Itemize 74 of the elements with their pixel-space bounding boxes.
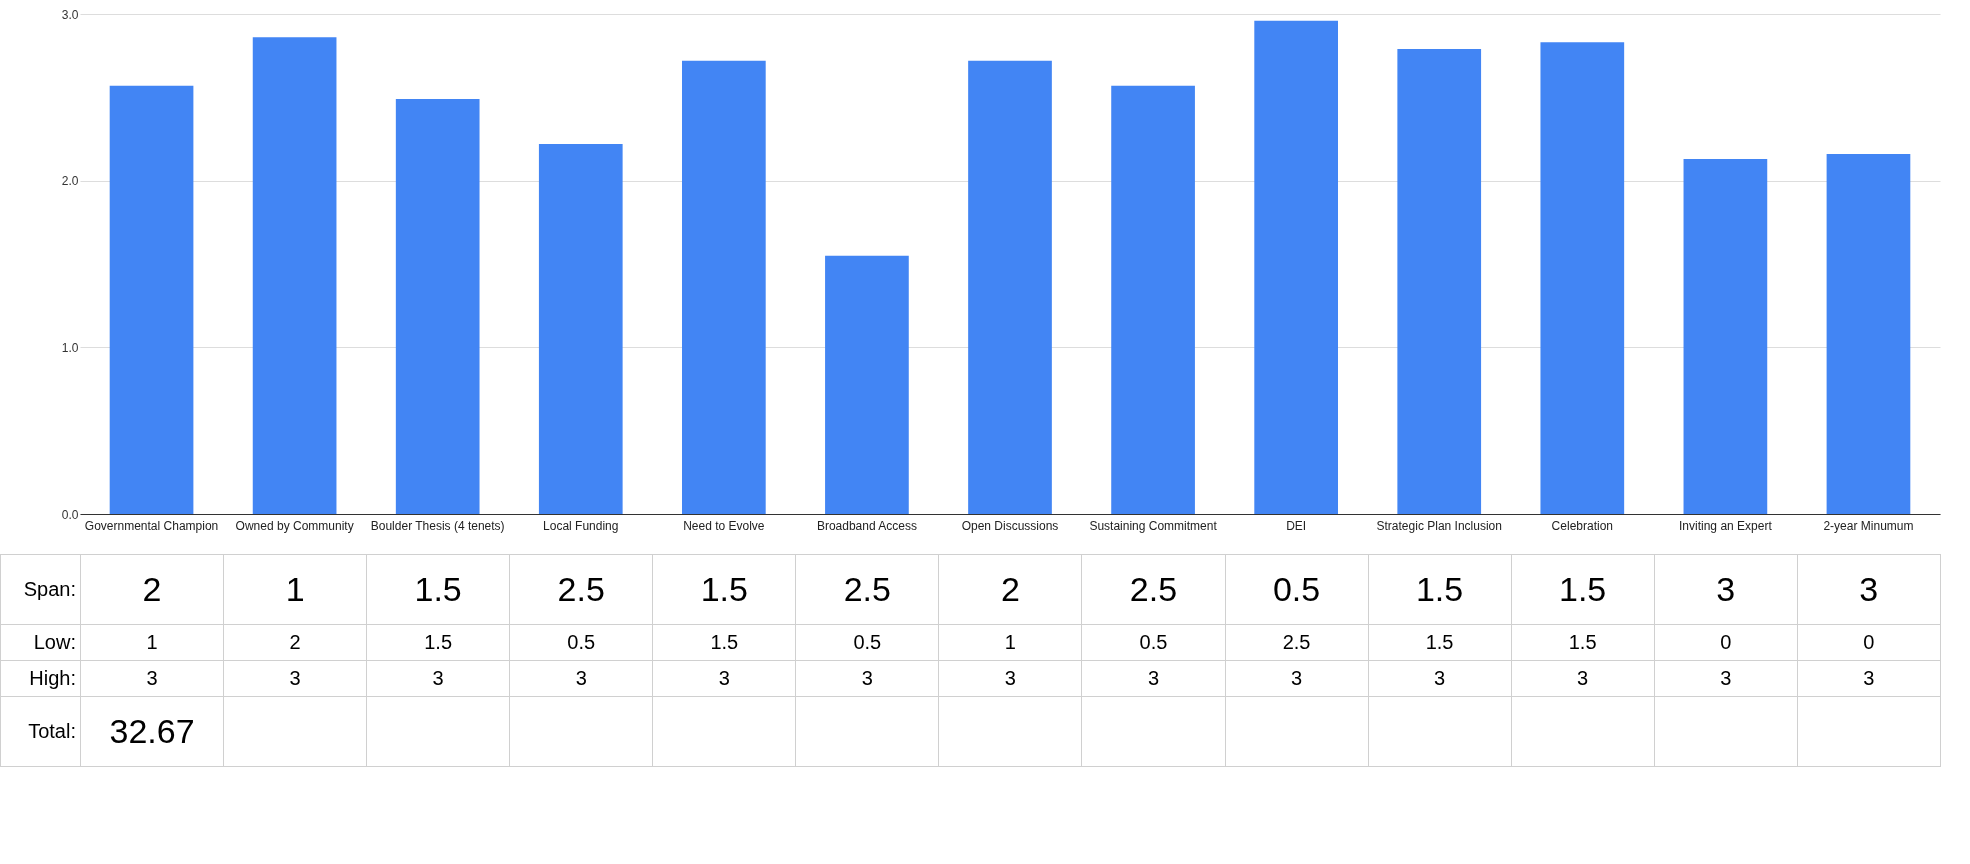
text: 0	[1797, 624, 1941, 661]
x-tick-label: Celebration	[1551, 518, 1613, 533]
bar	[395, 99, 480, 514]
text: 2.5	[509, 554, 653, 625]
text: Low:	[0, 624, 81, 661]
text: 1	[223, 554, 367, 625]
text: 3	[1081, 660, 1225, 697]
x-tick-label: Owned by Community	[235, 518, 354, 533]
bar	[825, 255, 909, 514]
bar	[252, 37, 337, 514]
text: 0	[1654, 624, 1798, 661]
x-tick-label: Sustaining Commitment	[1089, 518, 1218, 533]
text: 1	[938, 624, 1082, 661]
bar	[1826, 154, 1911, 514]
text: 3	[1368, 660, 1512, 697]
bar	[109, 85, 194, 514]
text: 3	[223, 660, 367, 697]
text: 2.5	[1225, 624, 1369, 661]
text: 2.5	[795, 554, 939, 625]
y-tick-label: 3.0	[61, 7, 79, 22]
text: 1	[80, 624, 224, 661]
text: 0.5	[1081, 624, 1225, 661]
x-tick-label: Governmental Champion	[84, 518, 219, 533]
text: 3	[1797, 660, 1941, 697]
x-tick-label: Open Discussions	[961, 518, 1059, 533]
text: 32.67	[80, 696, 224, 767]
text: 3	[1654, 554, 1798, 625]
text: 1.5	[652, 554, 796, 625]
bar	[1397, 49, 1482, 514]
x-tick-label: Strategic Plan Inclusion	[1376, 518, 1502, 533]
text: Span:	[0, 554, 81, 625]
text: 3	[652, 660, 796, 697]
text: 3	[1511, 660, 1655, 697]
bar	[538, 144, 623, 514]
bar	[1254, 20, 1338, 514]
text: 1.5	[1368, 624, 1512, 661]
text: 2	[938, 554, 1082, 625]
text: 0.5	[509, 624, 653, 661]
x-tick-label: DEI	[1286, 518, 1307, 533]
text: 3	[938, 660, 1082, 697]
text: 1.5	[1368, 554, 1512, 625]
y-tick-label: 0.0	[61, 507, 79, 522]
y-tick-label: 1.0	[61, 340, 79, 355]
text: 3	[509, 660, 653, 697]
text: 1.5	[1511, 554, 1655, 625]
text: 3	[1225, 660, 1369, 697]
bar	[968, 60, 1052, 514]
bar	[1540, 42, 1625, 514]
bar	[682, 60, 766, 514]
text: 1.5	[1511, 624, 1655, 661]
text: 2	[80, 554, 224, 625]
x-tick-label: 2-year Minumum	[1823, 518, 1914, 533]
bar	[1111, 85, 1195, 514]
text: High:	[0, 660, 81, 697]
text: 0.5	[795, 624, 939, 661]
text: 3	[1654, 660, 1798, 697]
text: 3	[366, 660, 510, 697]
x-tick-label: Inviting an Expert	[1679, 518, 1773, 533]
text: 1.5	[366, 554, 510, 625]
text: 2.5	[1081, 554, 1225, 625]
x-tick-label: Need to Evolve	[683, 518, 765, 533]
text: 1.5	[366, 624, 510, 661]
text: 3	[80, 660, 224, 697]
x-tick-label: Boulder Thesis (4 tenets)	[370, 518, 505, 533]
text: 1.5	[652, 624, 796, 661]
text: 0.5	[1225, 554, 1369, 625]
text: 3	[1797, 554, 1941, 625]
y-tick-label: 2.0	[61, 174, 79, 189]
x-tick-label: Local Funding	[543, 518, 619, 533]
text: Total:	[0, 696, 81, 767]
x-tick-label: Broadband Access	[816, 518, 917, 533]
text: 2	[223, 624, 367, 661]
text: 3	[795, 660, 939, 697]
bar	[1683, 159, 1768, 514]
